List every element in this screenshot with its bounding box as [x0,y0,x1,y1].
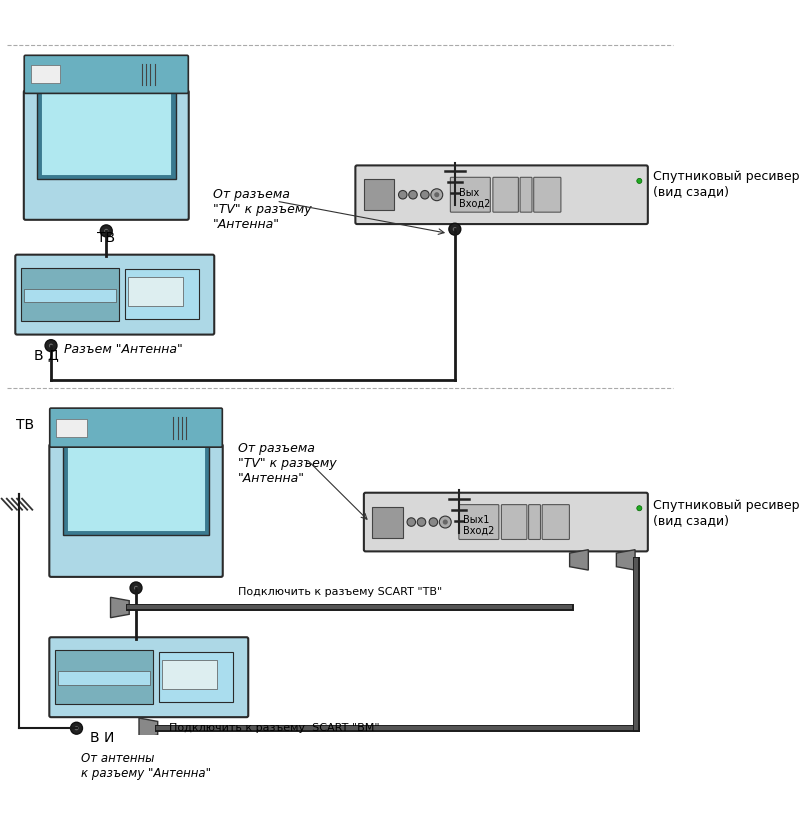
Bar [56,419,86,437]
Circle shape [409,191,418,199]
Polygon shape [616,550,635,570]
Circle shape [130,582,142,594]
Text: В Д: В Д [34,348,59,362]
Circle shape [418,518,426,526]
Polygon shape [570,550,588,570]
Text: Вых1: Вых1 [463,515,490,525]
Text: Подключить к разъему SCART "ТВ": Подключить к разъему SCART "ТВ" [238,587,442,597]
Bar [63,420,209,536]
FancyBboxPatch shape [50,444,222,577]
Circle shape [407,518,415,526]
FancyBboxPatch shape [520,178,532,212]
Bar [41,70,171,175]
Bar [162,659,217,689]
Circle shape [637,178,642,183]
FancyBboxPatch shape [24,91,189,220]
FancyBboxPatch shape [534,178,561,212]
FancyBboxPatch shape [355,165,648,224]
Bar [128,277,182,306]
Bar [372,506,402,537]
Polygon shape [139,718,158,739]
FancyBboxPatch shape [364,492,648,551]
FancyBboxPatch shape [50,408,222,447]
Text: От разъема
"TV" к разъему
"Антенна": От разъема "TV" к разъему "Антенна" [213,188,311,231]
Circle shape [637,506,642,510]
Text: В И: В И [90,730,114,744]
Circle shape [429,518,438,526]
Text: Вход2: Вход2 [463,526,494,536]
Text: Вход2: Вход2 [459,199,490,209]
Bar [24,289,117,303]
Circle shape [434,192,439,197]
Text: Вых: Вых [459,187,479,198]
FancyBboxPatch shape [15,254,214,335]
Circle shape [398,191,407,199]
Circle shape [74,726,78,730]
Text: Спутниковый ресивер
(вид сзади): Спутниковый ресивер (вид сзади) [653,499,799,527]
Text: Разъем "Антенна": Разъем "Антенна" [64,344,182,357]
Text: От разъема
"TV" к разъему
"Антенна": От разъема "TV" к разъему "Антенна" [238,442,337,485]
Circle shape [45,339,57,352]
FancyBboxPatch shape [502,505,527,540]
FancyBboxPatch shape [529,505,541,540]
Text: ТВ: ТВ [98,231,115,245]
FancyBboxPatch shape [493,178,518,212]
FancyBboxPatch shape [542,505,570,540]
Circle shape [421,191,429,199]
FancyBboxPatch shape [459,505,499,540]
Bar [364,179,394,210]
Circle shape [431,189,442,200]
Text: Подключить к разъему  SCART "ВМ": Подключить к разъему SCART "ВМ" [169,723,379,733]
Circle shape [70,722,82,735]
Bar [125,269,199,319]
Text: Спутниковый ресивер
(вид сзади): Спутниковый ресивер (вид сзади) [653,170,799,198]
FancyBboxPatch shape [24,56,188,93]
Circle shape [442,519,448,524]
Circle shape [100,225,112,237]
Bar [158,652,233,702]
Polygon shape [110,597,130,618]
Bar [37,66,176,179]
Circle shape [134,586,138,590]
Bar [55,650,153,704]
Circle shape [453,227,457,231]
Circle shape [104,229,108,233]
Bar [22,267,119,321]
Bar [30,65,60,83]
FancyBboxPatch shape [50,637,248,717]
Bar [58,671,150,685]
Circle shape [49,344,53,348]
Text: От антенны
к разъему "Антенна": От антенны к разъему "Антенна" [81,752,210,780]
Bar [67,424,205,531]
Circle shape [449,223,461,235]
Text: ТВ: ТВ [16,418,34,432]
Circle shape [439,516,451,528]
FancyBboxPatch shape [450,178,490,212]
